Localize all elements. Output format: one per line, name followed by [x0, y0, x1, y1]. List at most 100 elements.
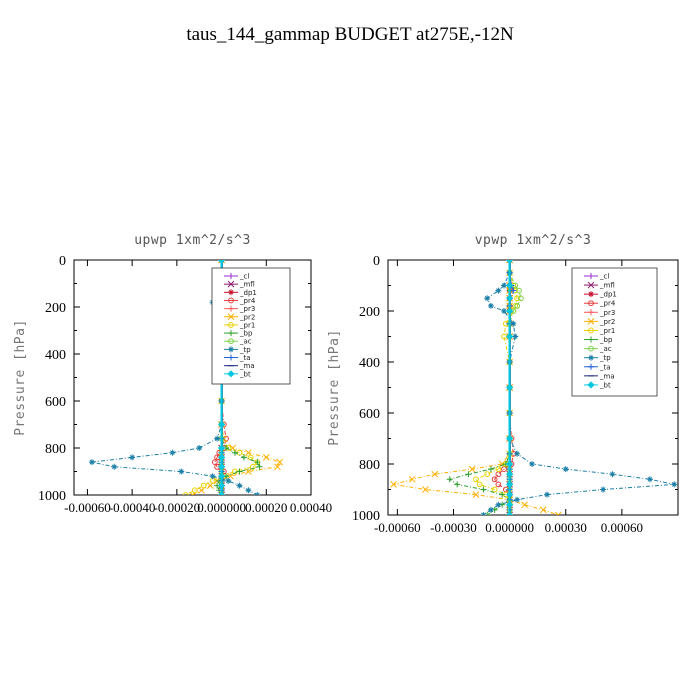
vpwp-point-tp	[510, 320, 517, 327]
vpwp-point-pr4	[501, 466, 507, 473]
upwp-legend-label: _cl	[239, 273, 249, 281]
vpwp-legend-marker	[588, 309, 594, 316]
upwp-legend-label: _pr1	[239, 321, 255, 329]
vpwp-point-bp	[499, 491, 506, 498]
upwp-point-bt	[218, 444, 226, 452]
vpwp-legend-label: _cl	[599, 273, 609, 281]
vpwp-point-tp	[514, 450, 521, 457]
upwp-legend-marker	[227, 313, 235, 321]
vpwp-point-pr1	[495, 466, 502, 473]
vpwp-xtick-label: 0.00060	[601, 520, 643, 535]
vpwp-legend-label: _pr3	[599, 309, 615, 317]
vpwp-xtick-label: 0.000000	[485, 520, 534, 535]
vpwp-point-pr4	[495, 471, 502, 478]
vpwp-point-ta	[510, 287, 517, 294]
vpwp-point-pr2	[408, 475, 416, 483]
vpwp-point-tp	[609, 471, 616, 478]
vpwp-point-bt	[506, 307, 514, 315]
vpwp-point-pr1	[476, 481, 483, 488]
vpwp-ytick-label: 0	[373, 254, 380, 269]
vpwp-point-bt	[506, 501, 514, 509]
upwp-legend-marker	[228, 322, 234, 328]
vpwp-point-pr2	[422, 486, 429, 493]
vpwp-ytick-label: 800	[359, 458, 380, 473]
vpwp-point-pr2	[431, 470, 439, 478]
upwp-point-pr2	[245, 468, 252, 475]
vpwp-point-bp	[487, 466, 494, 473]
vpwp-point-tp	[484, 295, 491, 302]
vpwp-point-tp	[495, 501, 502, 508]
vpwp-point-tp	[562, 466, 569, 473]
upwp-xtick-label: 0.00020	[245, 500, 287, 515]
vpwp-legend-label: _pr4	[599, 300, 616, 308]
upwp-point-tp	[225, 477, 232, 484]
upwp-panel: upwp 1xm^2/s^3 Pressure [hPa] 0 200 400 600 80…	[13, 233, 332, 515]
upwp-legend-label: _pr4	[239, 297, 256, 305]
upwp-point-bp	[231, 449, 238, 456]
vpwp-legend-label: _bp	[599, 336, 613, 344]
vpwp-point-tp	[501, 308, 507, 314]
vpwp-point-pr2	[539, 506, 547, 514]
vpwp-point-bp	[480, 486, 487, 493]
upwp-legend: _cl_mfl_dp1_pr4_pr3_pr2_pr1_bp_ac_tp_ta_…	[211, 267, 291, 385]
upwp-point-tp	[88, 459, 95, 466]
vpwp-point-pr2	[472, 491, 480, 498]
vpwp-legend-marker	[587, 281, 595, 289]
vpwp-legend-label: _pr2	[599, 318, 615, 326]
upwp-point-tp	[254, 492, 261, 495]
vpwp-legend-label: _mfl	[599, 282, 615, 290]
upwp-point-pr1	[209, 478, 216, 484]
upwp-xtick-label: 0.00040	[290, 500, 332, 515]
vpwp-legend-marker	[588, 300, 594, 307]
upwp-point-tp	[245, 487, 252, 494]
vpwp-legend-marker	[587, 381, 595, 389]
vpwp-point-ac	[514, 303, 520, 309]
vpwp-legend-label: _ac	[599, 345, 612, 353]
upwp-point-tp	[111, 463, 118, 470]
vpwp-point-pr2	[521, 501, 528, 509]
upwp-ytick-label: 600	[45, 395, 66, 410]
vpwp-point-pr1	[514, 295, 520, 302]
vpwp-point-tp	[544, 491, 551, 498]
upwp-point-pr2	[274, 463, 281, 471]
upwp-legend-marker	[228, 289, 234, 296]
upwp-y-axis-label: Pressure [hPa]	[13, 319, 28, 436]
vpwp-xtick-label: -0.00030	[430, 520, 477, 535]
upwp-xtick-label: -0.00020	[154, 500, 201, 515]
vpwp-ytick-label: 200	[359, 305, 380, 320]
vpwp-point-pr1	[473, 476, 479, 483]
upwp-point-pr1	[249, 463, 256, 470]
vpwp-point-tp	[529, 461, 536, 467]
upwp-legend-marker	[228, 346, 234, 353]
upwp-legend-label: _tp	[239, 346, 251, 354]
upwp-legend-label: _mfl	[239, 281, 255, 289]
vpwp-legend: _cl_mfl_dp1_pr4_pr3_pr2_pr1_bp_ac_tp_ta_…	[571, 267, 658, 397]
upwp-legend-label: _bt	[239, 370, 251, 378]
vpwp-point-bt	[506, 491, 514, 499]
vpwp-legend-label: _bt	[599, 381, 611, 389]
upwp-ytick-label: 1000	[38, 489, 66, 504]
upwp-legend-label: _ac	[239, 338, 252, 346]
upwp-panel-title: upwp 1xm^2/s^3	[134, 233, 251, 248]
upwp-legend-box	[211, 267, 291, 385]
vpwp-legend-label: _ma	[599, 372, 615, 380]
upwp-xtick-label: -0.00060	[64, 500, 111, 515]
vpwp-point-tp	[495, 287, 502, 294]
upwp-legend-marker	[228, 338, 234, 345]
upwp-ytick-label: 400	[45, 348, 66, 363]
vpwp-point-bt	[506, 260, 514, 264]
vpwp-point-pr4	[495, 481, 502, 488]
vpwp-legend-marker	[588, 291, 594, 298]
upwp-legend-label: _pr2	[239, 313, 255, 321]
vpwp-point-tp	[646, 476, 653, 483]
vpwp-point-ac	[517, 295, 524, 302]
vpwp-point-pr2	[390, 481, 397, 488]
upwp-point-bt	[218, 260, 226, 264]
vpwp-legend-marker	[587, 318, 595, 325]
upwp-legend-label: _bp	[239, 330, 253, 338]
upwp-legend-label: _ma	[239, 362, 255, 370]
vpwp-y-axis-label: Pressure [hPa]	[327, 329, 342, 446]
vpwp-point-pr1	[512, 303, 519, 309]
upwp-legend-marker	[227, 370, 235, 378]
